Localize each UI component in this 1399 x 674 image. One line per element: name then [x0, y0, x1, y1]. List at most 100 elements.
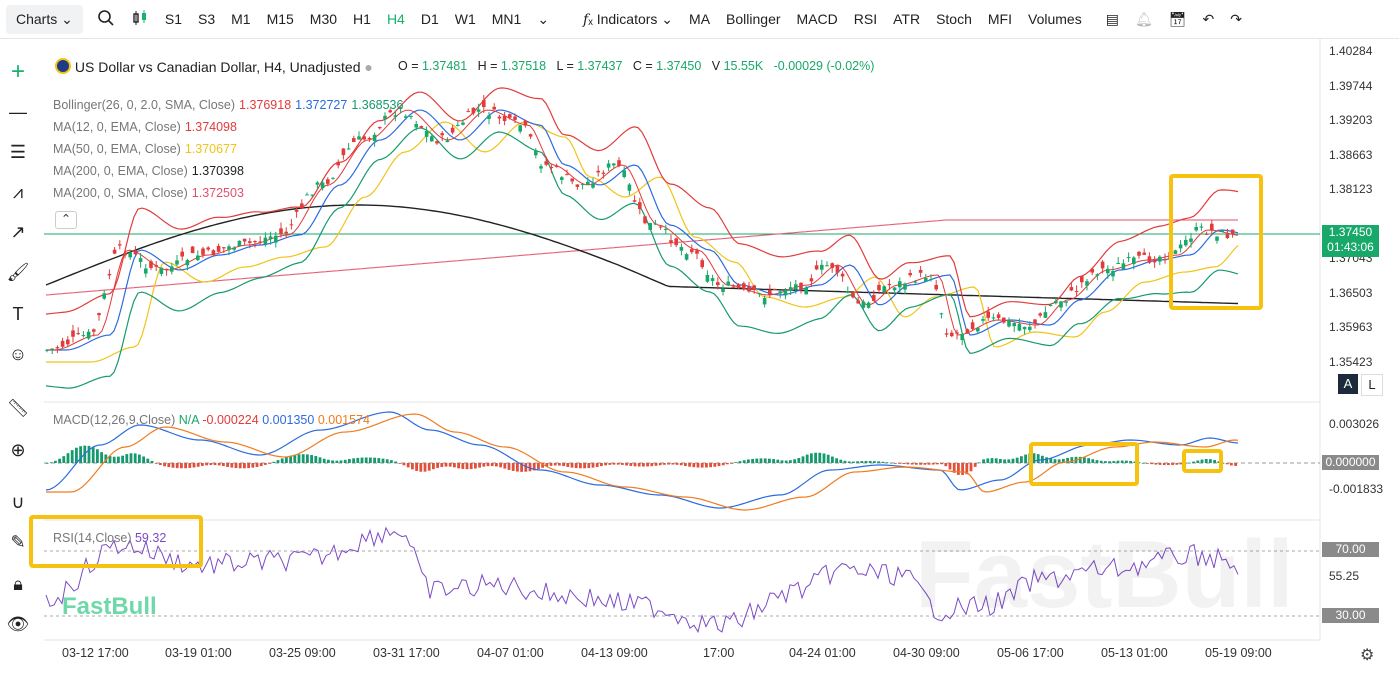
candle-body [580, 184, 585, 186]
timeframe-s1[interactable]: S1 [164, 11, 182, 27]
candle-body [1064, 301, 1068, 303]
candle-body [404, 116, 408, 118]
candle-body [476, 109, 481, 112]
charts-menu-button[interactable]: Charts ⌄ [6, 4, 83, 34]
indicators-button[interactable]: fₓ Indicators ⌄ [583, 10, 674, 28]
calendar-icon[interactable]: 📅︎ [1168, 10, 1187, 27]
candle-body [461, 122, 465, 125]
candle-body [263, 237, 268, 245]
wave-pattern-icon[interactable]: ⩘ [12, 181, 24, 202]
candle-body [253, 241, 257, 243]
search-icon[interactable] [89, 9, 123, 30]
macd-histogram-bar [692, 463, 696, 468]
crosshair-icon[interactable]: + [10, 58, 25, 85]
timeframe-mn1[interactable]: MN1 [491, 11, 522, 27]
candle-body [684, 254, 689, 260]
collapse-legend-button[interactable]: ⌃ [55, 211, 77, 229]
macd-histogram-bar [860, 461, 864, 463]
candle-body [1059, 301, 1063, 308]
candle-body [565, 174, 569, 176]
indicator-volumes[interactable]: Volumes [1028, 11, 1082, 27]
indicator-ma[interactable]: MA [689, 11, 711, 27]
brush-icon[interactable]: 🖌︎ [6, 261, 30, 282]
ruler-icon[interactable]: 📏︎ [6, 397, 30, 418]
time-axis-label: 03-19 01:00 [165, 646, 232, 660]
macd-histogram-bar [541, 463, 544, 468]
settings-gear-icon[interactable]: ⚙ [1360, 647, 1375, 664]
macd-histogram-bar [465, 463, 469, 470]
macd-histogram-bar [306, 454, 309, 463]
macd-histogram-bar [83, 445, 87, 463]
eraser-icon[interactable]: ✎ [10, 531, 26, 552]
candle-body [846, 291, 850, 293]
lock-icon[interactable]: 🔒︎ [13, 573, 23, 594]
macd-histogram-bar [1167, 463, 1170, 466]
emoji-icon[interactable]: ☺ [8, 343, 28, 364]
layout-list-icon[interactable]: ▤ [1105, 10, 1119, 27]
candle-body [424, 130, 429, 137]
indicator-macd[interactable]: MACD [796, 11, 838, 27]
trend-tool-icon[interactable]: ↗ [10, 221, 26, 242]
timeframe-s3[interactable]: S3 [197, 11, 216, 27]
redo-icon[interactable]: ↷ [1230, 10, 1242, 27]
macd-histogram-bar [474, 463, 477, 469]
macd-histogram-bar [234, 463, 238, 469]
timeframe-m1[interactable]: M1 [231, 11, 251, 27]
macd-histogram-bar [948, 463, 952, 470]
legend-value: 1.368536 [351, 98, 404, 112]
candle-body [1095, 274, 1100, 276]
candle-body [575, 184, 580, 187]
macd-histogram-bar [633, 463, 637, 467]
timeframe-m30[interactable]: M30 [309, 11, 338, 27]
candle-body [1132, 257, 1136, 265]
timeframe-d1[interactable]: D1 [420, 11, 439, 27]
alert-icon[interactable]: 🔔︎ [1134, 10, 1153, 27]
macd-histogram-bar [276, 460, 280, 463]
candle-body [66, 339, 70, 345]
macd-histogram-bar [709, 463, 712, 468]
candlestick-type-icon[interactable] [123, 9, 157, 30]
candle-body [638, 202, 642, 210]
macd-histogram-bar [810, 453, 813, 463]
time-axis-label: 03-12 17:00 [62, 646, 129, 660]
macd-histogram-bar [558, 463, 561, 466]
candle-body [320, 182, 325, 189]
candle-body [1022, 326, 1027, 330]
timeframe-h1[interactable]: H1 [353, 11, 371, 27]
zoom-in-icon[interactable]: ⊕ [10, 439, 26, 460]
magnet-icon[interactable]: ∪ [11, 491, 25, 512]
candle-body [445, 140, 450, 143]
indicator-atr[interactable]: ATR [893, 11, 921, 27]
candle-body [825, 265, 829, 267]
log-scale-button[interactable]: L [1361, 374, 1383, 396]
macd-histogram-bar [310, 455, 313, 463]
text-tool-icon[interactable]: T [12, 303, 24, 324]
timeframe-h4[interactable]: H4 [386, 11, 405, 27]
rsi-value: 59.32 [134, 531, 167, 545]
undo-icon[interactable]: ↶ [1202, 10, 1215, 27]
candle-body [440, 133, 444, 136]
macd-histogram-bar [696, 463, 700, 468]
candle-body [190, 246, 195, 254]
indicator-bollinger[interactable]: Bollinger [726, 11, 781, 27]
macd-histogram-bar [768, 458, 771, 463]
eye-icon[interactable]: 👁︎ [6, 613, 30, 634]
candle-body [976, 327, 980, 332]
indicator-mfi[interactable]: MFI [987, 11, 1012, 27]
candle-body [159, 267, 164, 275]
candle-body [211, 250, 216, 256]
more-timeframes-chevron-icon[interactable]: ⌄ [537, 10, 550, 27]
timeframe-w1[interactable]: W1 [454, 11, 476, 27]
auto-scale-button[interactable]: A [1338, 374, 1358, 394]
macd-histogram-bar [335, 460, 339, 463]
candle-body [560, 177, 564, 180]
macd-histogram-bar [776, 459, 780, 463]
candle-body [898, 281, 902, 288]
indicator-stoch[interactable]: Stoch [936, 11, 972, 27]
candle-body [851, 292, 855, 298]
fib-lines-icon[interactable]: ☰ [9, 141, 27, 162]
macd-histogram-bar [915, 463, 918, 465]
indicator-rsi[interactable]: RSI [853, 11, 878, 27]
horizontal-line-icon[interactable]: — [9, 101, 27, 122]
timeframe-m15[interactable]: M15 [266, 11, 294, 27]
